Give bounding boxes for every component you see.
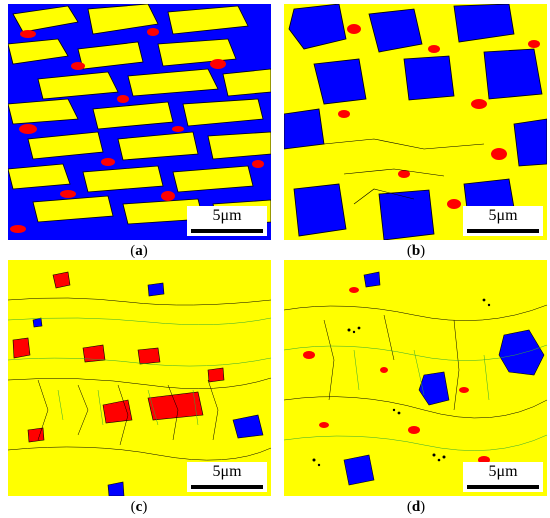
ebsd-map-b: 5μm xyxy=(284,4,547,240)
scale-bar-line-d xyxy=(467,485,539,489)
caption-b-open: ( xyxy=(406,243,412,259)
scale-bar-line-b xyxy=(467,229,539,233)
scale-bar-c: 5μm xyxy=(187,462,267,492)
ebsd-map-a: 5μm xyxy=(8,4,271,240)
ebsd-map-d: 5μm xyxy=(284,260,547,496)
caption-d-open: ( xyxy=(406,499,412,515)
caption-a-letter: a xyxy=(135,243,143,259)
scale-bar-b: 5μm xyxy=(463,206,543,236)
caption-a-open: ( xyxy=(130,243,136,259)
scale-bar-label-b: 5μm xyxy=(488,207,518,224)
ebsd-map-b-image xyxy=(284,4,547,240)
caption-a-close: ) xyxy=(142,243,148,259)
caption-d: (d) xyxy=(396,499,436,516)
caption-c: (c) xyxy=(119,499,159,516)
scale-bar-label-a: 5μm xyxy=(212,207,242,224)
caption-b-close: ) xyxy=(420,243,426,259)
caption-c-letter: c xyxy=(135,499,143,515)
caption-d-letter: d xyxy=(411,499,421,515)
scale-bar-a: 5μm xyxy=(187,206,267,236)
scale-bar-line-a xyxy=(191,229,263,233)
scale-bar-label-d: 5μm xyxy=(488,463,518,480)
caption-c-close: ) xyxy=(142,499,148,515)
caption-b-letter: b xyxy=(411,243,421,259)
caption-a: (a) xyxy=(119,243,159,260)
caption-b: (b) xyxy=(396,243,436,260)
ebsd-map-a-image xyxy=(8,4,271,240)
scale-bar-line-c xyxy=(191,485,263,489)
ebsd-map-c-image xyxy=(8,260,271,496)
caption-d-close: ) xyxy=(420,499,426,515)
scale-bar-label-c: 5μm xyxy=(212,463,242,480)
caption-c-open: ( xyxy=(130,499,136,515)
ebsd-map-c: 5μm xyxy=(8,260,271,496)
ebsd-map-d-image xyxy=(284,260,547,496)
scale-bar-d: 5μm xyxy=(463,462,543,492)
